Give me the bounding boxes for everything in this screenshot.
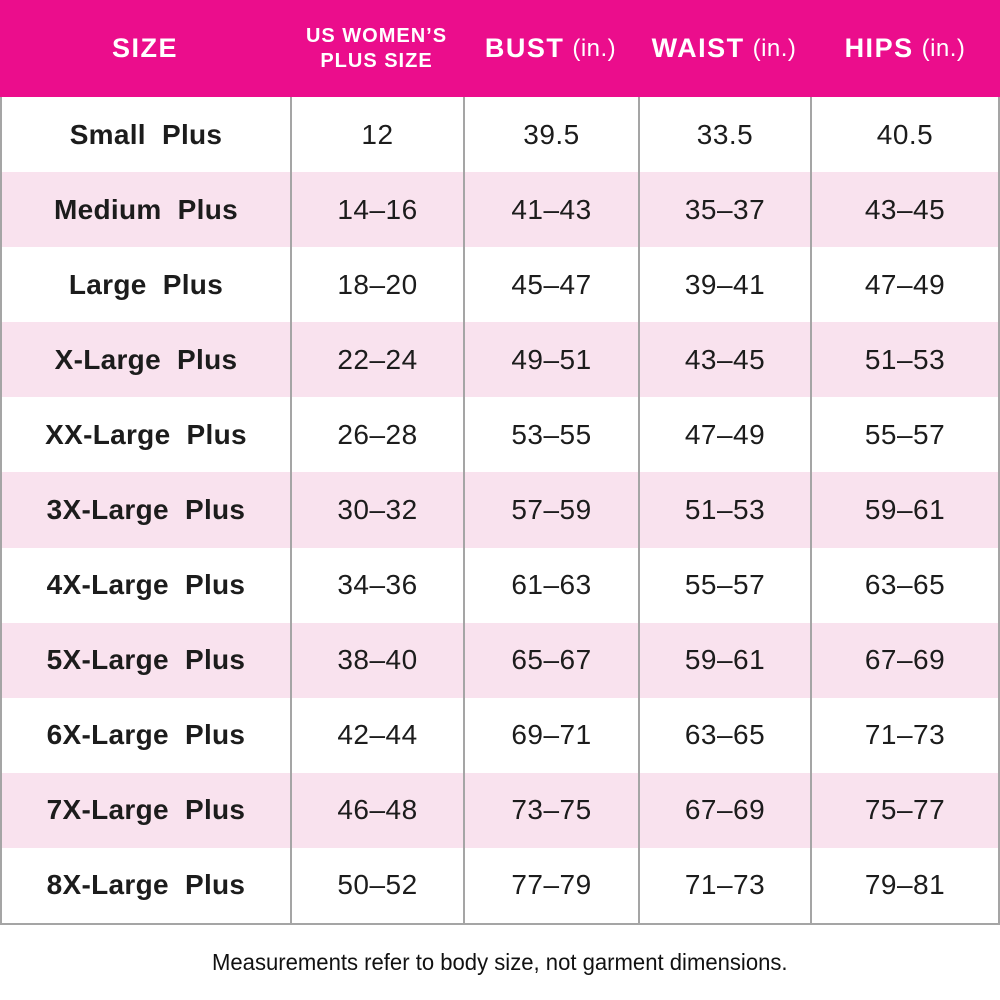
- header-cell-us-plus-size: US WOMEN’S PLUS SIZE: [290, 24, 463, 74]
- header-size-label: SIZE: [111, 33, 178, 63]
- plus-size-value: 18–20: [290, 247, 463, 323]
- plus-size-value: 22–24: [290, 322, 463, 398]
- size-label: X-Large Plus: [54, 343, 238, 375]
- waist-value: 51–53: [638, 472, 810, 548]
- hips-value: 47–49: [810, 247, 998, 323]
- waist-value: 43–45: [638, 322, 810, 398]
- hips-value: 51–53: [810, 322, 998, 398]
- plus-size-value: 12: [290, 97, 463, 173]
- waist-value: 39–41: [638, 247, 810, 323]
- header-cell-bust: BUST (in.): [463, 33, 638, 64]
- waist-value: 35–37: [638, 172, 810, 248]
- header-bust-label: BUST: [484, 33, 565, 63]
- size-label: XX-Large Plus: [45, 418, 247, 450]
- size-label: 4X-Large Plus: [46, 569, 246, 601]
- waist-value: 55–57: [638, 547, 810, 623]
- waist-value: 59–61: [638, 622, 810, 698]
- bust-value: 61–63: [463, 547, 638, 623]
- waist-value: 71–73: [638, 847, 810, 924]
- header-hips-label: HIPS: [844, 33, 914, 63]
- bust-value: 77–79: [463, 847, 638, 924]
- size-label: 7X-Large Plus: [46, 794, 246, 826]
- header-hips-unit: (in.): [921, 34, 966, 62]
- size-label: Medium Plus: [54, 193, 238, 225]
- size-label: 3X-Large Plus: [46, 494, 246, 526]
- header-bust-unit: (in.): [572, 34, 617, 62]
- waist-value: 47–49: [638, 397, 810, 473]
- hips-value: 63–65: [810, 547, 998, 623]
- waist-value: 67–69: [638, 772, 810, 848]
- hips-value: 43–45: [810, 172, 998, 248]
- hips-value: 75–77: [810, 772, 998, 848]
- table-body: Small Plus 12 39.5 33.5 40.5 Medium Plus…: [0, 97, 1000, 925]
- plus-size-value: 42–44: [290, 697, 463, 773]
- hips-value: 59–61: [810, 472, 998, 548]
- bust-value: 45–47: [463, 247, 638, 323]
- table-row-6x-large-plus: 6X-Large Plus 42–44 69–71 63–65 71–73: [2, 697, 998, 773]
- header-waist-unit: (in.): [752, 34, 797, 62]
- size-label: 5X-Large Plus: [46, 644, 246, 676]
- table-row-x-large-plus: X-Large Plus 22–24 49–51 43–45 51–53: [2, 322, 998, 398]
- footer: Measurements refer to body size, not gar…: [0, 925, 1000, 1000]
- plus-size-value: 34–36: [290, 547, 463, 623]
- plus-size-value: 30–32: [290, 472, 463, 548]
- bust-value: 65–67: [463, 622, 638, 698]
- header-us-plus-size-line1: US WOMEN’S: [305, 24, 448, 47]
- table-row-large-plus: Large Plus 18–20 45–47 39–41 47–49: [2, 247, 998, 323]
- bust-value: 41–43: [463, 172, 638, 248]
- hips-value: 55–57: [810, 397, 998, 473]
- table-row-small-plus: Small Plus 12 39.5 33.5 40.5: [2, 97, 998, 173]
- bust-value: 53–55: [463, 397, 638, 473]
- header-us-plus-size-line2: PLUS SIZE: [320, 49, 433, 72]
- plus-size-value: 46–48: [290, 772, 463, 848]
- bust-value: 57–59: [463, 472, 638, 548]
- bust-value: 69–71: [463, 697, 638, 773]
- header-cell-hips: HIPS (in.): [810, 33, 1000, 64]
- table-header-row: SIZE US WOMEN’S PLUS SIZE BUST (in.) WAI…: [0, 0, 1000, 97]
- hips-value: 79–81: [810, 847, 998, 924]
- header-cell-size: SIZE: [0, 33, 290, 64]
- waist-value: 63–65: [638, 697, 810, 773]
- size-label: Small Plus: [69, 118, 223, 150]
- table-row-3x-large-plus: 3X-Large Plus 30–32 57–59 51–53 59–61: [2, 472, 998, 548]
- bust-value: 73–75: [463, 772, 638, 848]
- table-row-4x-large-plus: 4X-Large Plus 34–36 61–63 55–57 63–65: [2, 547, 998, 623]
- hips-value: 67–69: [810, 622, 998, 698]
- header-cell-waist: WAIST (in.): [638, 33, 810, 64]
- table-row-8x-large-plus: 8X-Large Plus 50–52 77–79 71–73 79–81: [2, 847, 998, 924]
- bust-value: 39.5: [463, 97, 638, 173]
- waist-value: 33.5: [638, 97, 810, 173]
- measurement-footnote: Measurements refer to body size, not gar…: [212, 949, 788, 975]
- plus-size-value: 38–40: [290, 622, 463, 698]
- plus-size-value: 14–16: [290, 172, 463, 248]
- hips-value: 71–73: [810, 697, 998, 773]
- plus-size-value: 50–52: [290, 847, 463, 924]
- size-label: 6X-Large Plus: [46, 719, 246, 751]
- table-row-medium-plus: Medium Plus 14–16 41–43 35–37 43–45: [2, 172, 998, 248]
- bust-value: 49–51: [463, 322, 638, 398]
- size-label: 8X-Large Plus: [46, 869, 246, 901]
- header-waist-label: WAIST: [651, 33, 745, 63]
- plus-size-value: 26–28: [290, 397, 463, 473]
- hips-value: 40.5: [810, 97, 998, 173]
- size-label: Large Plus: [68, 268, 224, 300]
- table-row-5x-large-plus: 5X-Large Plus 38–40 65–67 59–61 67–69: [2, 622, 998, 698]
- table-row-xx-large-plus: XX-Large Plus 26–28 53–55 47–49 55–57: [2, 397, 998, 473]
- table-row-7x-large-plus: 7X-Large Plus 46–48 73–75 67–69 75–77: [2, 772, 998, 848]
